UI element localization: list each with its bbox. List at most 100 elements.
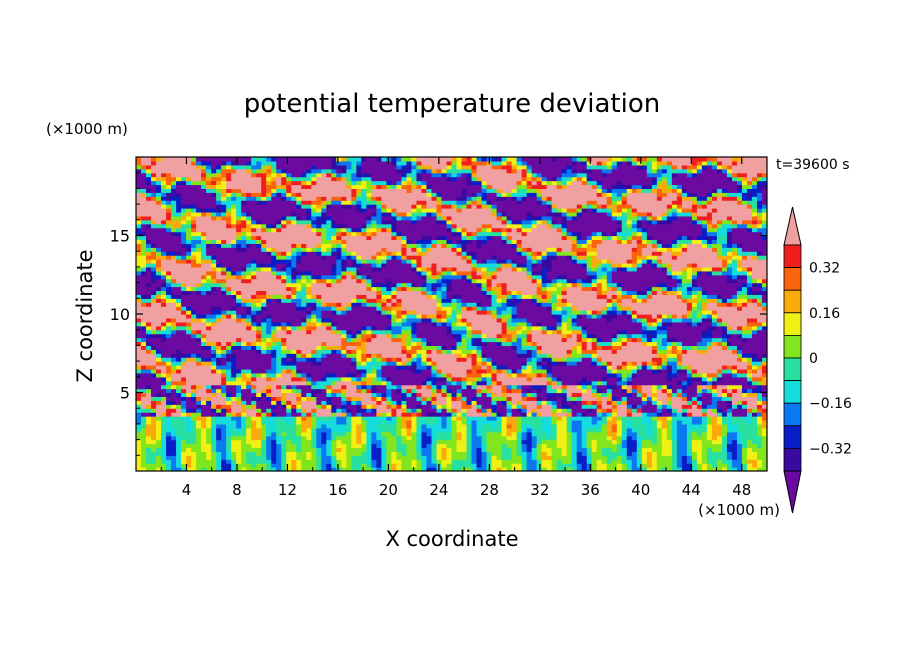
heatmap-cell — [511, 372, 518, 378]
heatmap-cell — [541, 459, 548, 464]
heatmap-cell — [306, 423, 312, 429]
heatmap-cell — [446, 349, 453, 354]
heatmap-cell — [521, 412, 528, 417]
heatmap-cell — [461, 361, 468, 366]
heatmap-cell — [451, 376, 458, 382]
heatmap-cell — [691, 412, 698, 417]
heatmap-cell — [631, 439, 638, 445]
heatmap-cell — [406, 314, 413, 319]
heatmap-cell — [176, 361, 182, 366]
heatmap-cell — [206, 357, 212, 362]
heatmap-cell — [206, 345, 212, 350]
heatmap-cell — [316, 408, 322, 413]
heatmap-cell — [451, 388, 458, 394]
heatmap-cell — [641, 455, 648, 460]
heatmap-cell — [526, 353, 533, 358]
heatmap-cell — [566, 353, 573, 358]
heatmap-cell — [546, 427, 553, 433]
heatmap-cell — [331, 380, 337, 386]
heatmap-cell — [596, 467, 603, 471]
heatmap-cell — [651, 412, 658, 417]
heatmap-cell — [336, 427, 342, 433]
heatmap-cell — [661, 435, 668, 441]
heatmap-cell — [371, 345, 377, 350]
heatmap-cell — [391, 365, 398, 370]
heatmap-cell — [211, 341, 217, 346]
heatmap-cell — [411, 435, 418, 441]
heatmap-cell — [646, 412, 653, 417]
heatmap-cell — [726, 321, 733, 327]
heatmap-cell — [411, 384, 418, 390]
heatmap-cell — [186, 380, 192, 386]
heatmap-cell — [256, 392, 262, 398]
heatmap-cell — [221, 337, 227, 343]
heatmap-cell — [351, 325, 357, 331]
heatmap-cell — [411, 314, 418, 319]
heatmap-cell — [481, 329, 488, 335]
heatmap-cell — [251, 349, 257, 354]
heatmap-cell — [511, 384, 518, 390]
heatmap-cell — [186, 376, 192, 382]
heatmap-cell — [206, 439, 212, 445]
heatmap-cell — [611, 443, 618, 449]
heatmap-cell — [706, 427, 713, 433]
heatmap-cell — [251, 380, 257, 386]
heatmap-cell — [606, 361, 613, 366]
heatmap-cell — [561, 368, 568, 374]
heatmap-cell — [461, 447, 468, 452]
heatmap-cell — [636, 419, 643, 425]
heatmap-cell — [551, 408, 558, 413]
heatmap-cell — [681, 419, 688, 425]
heatmap-cell — [156, 392, 162, 398]
heatmap-cell — [191, 467, 197, 471]
heatmap-cell — [326, 380, 332, 386]
heatmap-cell — [676, 329, 683, 335]
heatmap-cell — [406, 317, 413, 323]
heatmap-cell — [536, 443, 543, 449]
heatmap-cell — [416, 392, 423, 398]
heatmap-cell — [486, 337, 493, 343]
heatmap-cell — [261, 372, 267, 378]
heatmap-cell — [311, 372, 317, 378]
heatmap-cell — [706, 463, 713, 468]
heatmap-cell — [566, 345, 573, 350]
heatmap-cell — [606, 388, 613, 394]
heatmap-cell — [476, 376, 483, 382]
heatmap-cell — [141, 349, 147, 354]
heatmap-cell — [596, 368, 603, 374]
heatmap-cell — [351, 396, 357, 401]
heatmap-cell — [736, 423, 743, 429]
heatmap-cell — [366, 357, 372, 362]
heatmap-cell — [166, 337, 172, 343]
heatmap-cell — [726, 333, 733, 339]
heatmap-cell — [591, 463, 598, 468]
heatmap-cell — [141, 380, 147, 386]
heatmap-cell — [476, 341, 483, 346]
heatmap-cell — [711, 404, 718, 409]
heatmap-cell — [411, 463, 418, 468]
heatmap-cell — [291, 419, 297, 425]
heatmap-cell — [421, 431, 428, 437]
heatmap-cell — [471, 314, 478, 319]
heatmap-cell — [181, 337, 187, 343]
heatmap-cell — [266, 345, 272, 350]
heatmap-cell — [356, 404, 362, 409]
heatmap-cell — [161, 341, 167, 346]
heatmap-cell — [481, 380, 488, 386]
heatmap-cell — [651, 416, 658, 421]
heatmap-cell — [176, 333, 182, 339]
heatmap-cell — [701, 431, 708, 437]
heatmap-cell — [226, 400, 232, 405]
heatmap-cell — [651, 372, 658, 378]
heatmap-cell — [546, 408, 553, 413]
heatmap-cell — [426, 314, 433, 319]
heatmap-cell — [431, 439, 438, 445]
heatmap-cell — [136, 412, 142, 417]
heatmap-cell — [596, 439, 603, 445]
heatmap-cell — [466, 329, 473, 335]
heatmap-cell — [146, 353, 152, 358]
heatmap-cell — [461, 412, 468, 417]
heatmap-cell — [161, 419, 167, 425]
heatmap-cell — [621, 376, 628, 382]
heatmap-cell — [391, 439, 398, 445]
